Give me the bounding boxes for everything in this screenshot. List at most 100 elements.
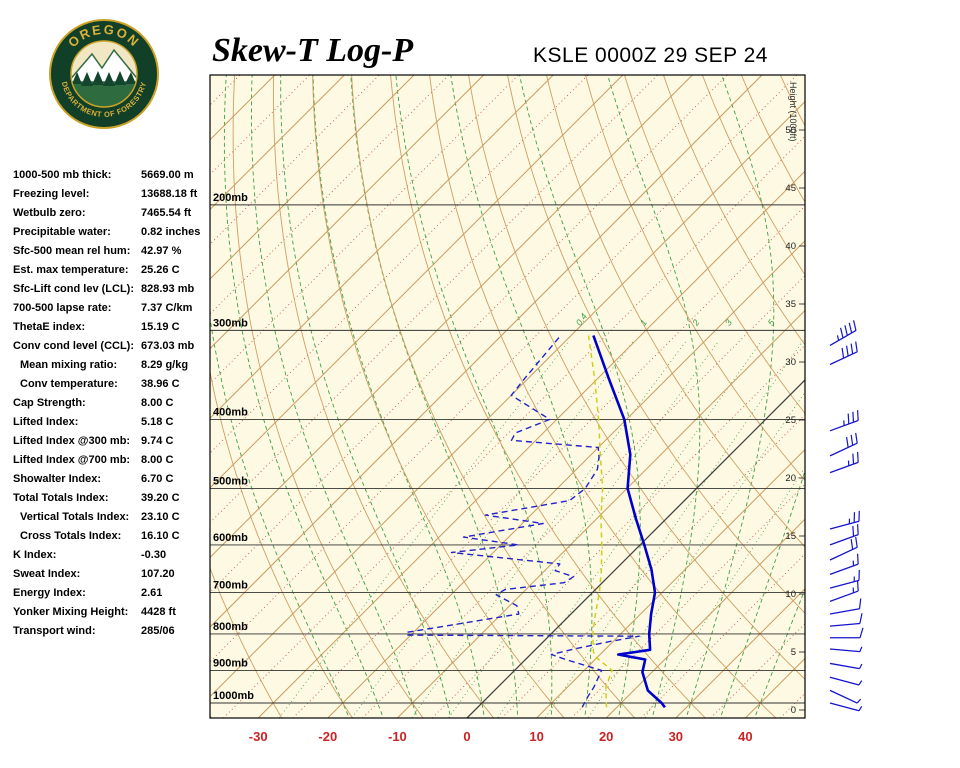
- height-tick-label: 25: [785, 415, 796, 426]
- stat-row: Sfc-Lift cond lev (LCL): 828.93 mb: [13, 283, 211, 302]
- stats-panel: 1000-500 mb thick: 5669.00 m Freezing leve…: [13, 169, 211, 644]
- stat-value: 0.82 inches: [141, 226, 201, 238]
- x-axis-label: -20: [318, 729, 337, 744]
- stat-row: Transport wind: 285/06: [13, 625, 211, 644]
- stat-row: Lifted Index: 5.18 C: [13, 416, 211, 435]
- major-isotherms: [210, 75, 805, 718]
- plot-background: [210, 75, 805, 718]
- stat-value: 16.10 C: [141, 530, 180, 542]
- stat-value: 8.29 g/kg: [141, 359, 189, 371]
- x-axis-label: -30: [249, 729, 268, 744]
- stat-value: 25.26 C: [141, 264, 180, 276]
- pressure-label: 700mb: [213, 580, 248, 592]
- stat-value: -0.30: [141, 549, 167, 561]
- pressure-lines: [210, 204, 805, 704]
- stat-label: Est. max temperature:: [13, 264, 129, 276]
- stat-row: Mean mixing ratio: 8.29 g/kg: [13, 359, 211, 378]
- stat-row: Showalter Index: 6.70 C: [13, 473, 211, 492]
- dewpoint-trace: [405, 335, 640, 708]
- stat-row: 1000-500 mb thick: 5669.00 m: [13, 169, 211, 188]
- stat-label: Cap Strength:: [13, 397, 86, 409]
- stat-label: Lifted Index:: [13, 416, 79, 428]
- stat-row: 700-500 lapse rate: 7.37 C/km: [13, 302, 211, 321]
- x-axis-label: 30: [669, 729, 683, 744]
- stat-label: Sweat Index:: [13, 568, 81, 580]
- pressure-label: 300mb: [213, 317, 248, 329]
- stat-row: Vertical Totals Index: 23.10 C: [13, 511, 211, 530]
- stat-label: Total Totals Index:: [13, 492, 109, 504]
- pressure-label: 800mb: [213, 621, 248, 633]
- height-tick-label: 35: [785, 299, 796, 310]
- height-tick-label: 5: [791, 647, 796, 658]
- stat-label: Freezing level:: [13, 188, 90, 200]
- stat-value: 15.19 C: [141, 321, 180, 333]
- stat-row: Energy Index: 2.61: [13, 587, 211, 606]
- stat-label: Lifted Index @300 mb:: [13, 435, 131, 447]
- pressure-label: 900mb: [213, 657, 248, 669]
- station-id: KSLE 0000Z 29 SEP 24: [533, 44, 768, 67]
- stat-value: 6.70 C: [141, 473, 174, 485]
- stat-label: Yonker Mixing Height:: [13, 606, 129, 618]
- stat-label: Precipitable water:: [13, 226, 111, 238]
- stat-label: Conv cond level (CCL):: [13, 340, 135, 352]
- stat-row: Cap Strength: 8.00 C: [13, 397, 211, 416]
- stat-label: Vertical Totals Index:: [20, 511, 130, 523]
- stat-value: 42.97 %: [141, 245, 182, 257]
- stat-label: Cross Totals Index:: [20, 530, 122, 542]
- stat-label: Energy Index:: [13, 587, 86, 599]
- x-axis-label: 40: [738, 729, 752, 744]
- mixing-ratio-label: 2: [690, 318, 702, 329]
- stat-label: Transport wind:: [13, 625, 96, 637]
- stat-value: 7.37 C/km: [141, 302, 193, 314]
- stat-value: 285/06: [141, 625, 175, 637]
- stat-value: 4428 ft: [141, 606, 176, 618]
- stat-value: 107.20: [141, 568, 175, 580]
- height-tick-label: 10: [785, 589, 796, 600]
- stat-row: Cross Totals Index: 16.10 C: [13, 530, 211, 549]
- height-tick-label: 50: [785, 125, 796, 136]
- stat-value: 5.18 C: [141, 416, 174, 428]
- height-axis-label: Height (1000ft): [788, 82, 798, 142]
- mixing-ratio-lines: [278, 340, 805, 718]
- stat-row: Precipitable water: 0.82 inches: [13, 226, 211, 245]
- stat-row: Lifted Index @700 mb: 8.00 C: [13, 454, 211, 473]
- stat-label: K Index:: [13, 549, 57, 561]
- pressure-label: 1000mb: [213, 690, 254, 702]
- stat-row: Conv temperature: 38.96 C: [13, 378, 211, 397]
- wetbulb-trace: [587, 335, 613, 708]
- x-axis-labels: -30 -20 -10 0 10 20 30 40: [249, 729, 753, 744]
- stat-value: 2.61: [141, 587, 163, 599]
- plot-border: [209, 74, 806, 719]
- stat-value: 673.03 mb: [141, 340, 195, 352]
- stat-label: Showalter Index:: [13, 473, 102, 485]
- pressure-label: 200mb: [213, 192, 248, 204]
- stat-value: 7465.54 ft: [141, 207, 192, 219]
- mixing-ratio-label: 1: [638, 318, 649, 328]
- logo-emblem: [71, 41, 137, 107]
- stat-row: Freezing level: 13688.18 ft: [13, 188, 211, 207]
- stat-label: Lifted Index @700 mb:: [13, 454, 131, 466]
- stat-value: 39.20 C: [141, 492, 180, 504]
- stat-row: Total Totals Index: 39.20 C: [13, 492, 211, 511]
- stat-value: 9.74 C: [141, 435, 174, 447]
- stat-row: Sweat Index: 107.20: [13, 568, 211, 587]
- height-tick-label: 30: [785, 357, 796, 368]
- height-tick-label: 0: [791, 705, 796, 716]
- x-axis-label: 10: [529, 729, 543, 744]
- stat-row: K Index: -0.30: [13, 549, 211, 568]
- stat-label: ThetaE index:: [13, 321, 86, 333]
- stat-value: 8.00 C: [141, 397, 174, 409]
- stat-value: 828.93 mb: [141, 283, 195, 295]
- wind-barbs: [829, 320, 864, 712]
- stat-label: Sfc-Lift cond lev (LCL):: [13, 283, 134, 295]
- mixing-ratio-label: 5: [766, 317, 778, 328]
- stat-label: Sfc-500 mean rel hum:: [13, 245, 131, 257]
- x-axis-label: 0: [463, 729, 470, 744]
- height-tick-label: 40: [785, 241, 796, 252]
- stat-label: Conv temperature:: [20, 378, 118, 390]
- x-axis-label: -10: [388, 729, 407, 744]
- stat-value: 5669.00 m: [141, 169, 194, 181]
